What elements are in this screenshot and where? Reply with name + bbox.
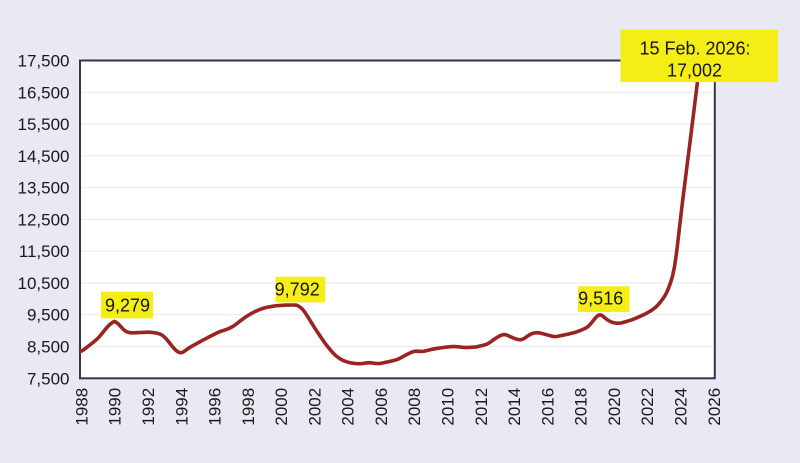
svg-text:17,002: 17,002 bbox=[667, 61, 722, 81]
svg-text:2002: 2002 bbox=[305, 388, 324, 426]
svg-text:1990: 1990 bbox=[106, 388, 125, 426]
svg-text:7,500: 7,500 bbox=[27, 369, 70, 388]
svg-text:2010: 2010 bbox=[439, 388, 458, 426]
svg-text:1992: 1992 bbox=[139, 388, 158, 426]
svg-text:14,500: 14,500 bbox=[18, 147, 70, 166]
svg-text:2000: 2000 bbox=[272, 388, 291, 426]
svg-text:2012: 2012 bbox=[472, 388, 491, 426]
svg-text:13,500: 13,500 bbox=[18, 179, 70, 198]
svg-text:2024: 2024 bbox=[672, 388, 691, 426]
svg-text:1996: 1996 bbox=[206, 388, 225, 426]
svg-text:16,500: 16,500 bbox=[18, 83, 70, 102]
svg-text:9,500: 9,500 bbox=[27, 306, 70, 325]
svg-text:2004: 2004 bbox=[339, 388, 358, 426]
svg-text:17,500: 17,500 bbox=[18, 52, 70, 71]
svg-text:10,500: 10,500 bbox=[18, 274, 70, 293]
svg-text:2026: 2026 bbox=[705, 388, 724, 426]
svg-text:2014: 2014 bbox=[505, 388, 524, 426]
svg-text:2016: 2016 bbox=[538, 388, 557, 426]
svg-text:15,500: 15,500 bbox=[18, 115, 70, 134]
svg-text:1988: 1988 bbox=[72, 388, 91, 426]
svg-text:2022: 2022 bbox=[638, 388, 657, 426]
svg-text:2020: 2020 bbox=[605, 388, 624, 426]
svg-text:11,500: 11,500 bbox=[19, 242, 70, 261]
svg-text:8,500: 8,500 bbox=[27, 338, 70, 357]
svg-text:1998: 1998 bbox=[239, 388, 258, 426]
svg-text:2008: 2008 bbox=[405, 388, 424, 426]
svg-text:9,792: 9,792 bbox=[275, 280, 320, 300]
svg-text:15 Feb. 2026:: 15 Feb. 2026: bbox=[639, 38, 750, 58]
svg-text:2006: 2006 bbox=[372, 388, 391, 426]
svg-text:2018: 2018 bbox=[572, 388, 591, 426]
svg-text:9,516: 9,516 bbox=[578, 289, 623, 309]
svg-text:9,279: 9,279 bbox=[105, 295, 150, 315]
svg-text:1994: 1994 bbox=[172, 388, 191, 426]
svg-text:12,500: 12,500 bbox=[18, 210, 70, 229]
